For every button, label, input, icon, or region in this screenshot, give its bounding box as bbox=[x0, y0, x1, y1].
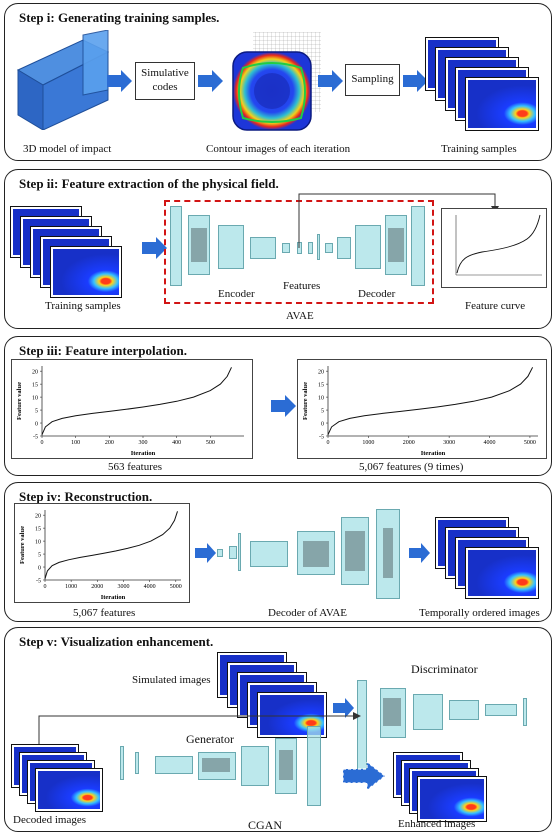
step3-title: Step iii: Feature interpolation. bbox=[19, 343, 188, 358]
step2-title: Step ii: Feature extraction of the physi… bbox=[19, 176, 279, 191]
chart-563-features: -5 0 5 10 15 20 0 100 200 300 400 500 Iteration Featu… bbox=[11, 359, 253, 459]
y-tick-label: 20 bbox=[318, 370, 324, 376]
step5-panel: Step v: Visualization enhancement. Simul… bbox=[4, 627, 552, 832]
avae-label: AVAE bbox=[286, 310, 314, 322]
step4-panel: Step iv: Reconstruction. -5 0 5 10 15 20 0 1000… bbox=[4, 482, 552, 622]
y-tick-label: -5 bbox=[33, 435, 38, 441]
step3-right-caption: 5,067 features (9 times) bbox=[359, 461, 464, 473]
step1-contour-caption: Contour images of each iteration bbox=[206, 143, 351, 155]
x-tick-label: 200 bbox=[105, 440, 114, 446]
arrow-icon bbox=[333, 698, 354, 718]
x-tick-label: 1000 bbox=[65, 584, 77, 590]
step2-panel: Step ii: Feature extraction of the physi… bbox=[4, 169, 552, 329]
chart-5067-features: -5 0 5 10 15 20 0 1000 2000 3000 4000 5000 Iteration… bbox=[297, 359, 547, 459]
x-tick-label: 2000 bbox=[91, 584, 103, 590]
y-tick-label: 10 bbox=[32, 396, 38, 402]
simulated-images-label: Simulated images bbox=[132, 674, 211, 686]
step2-training-caption: Training samples bbox=[45, 300, 121, 312]
step1-title: Step i: Generating training samples. bbox=[19, 10, 220, 25]
x-axis-label: Iteration bbox=[101, 594, 126, 601]
features-label: Features bbox=[283, 280, 321, 292]
y-tick-label: 0 bbox=[38, 566, 41, 572]
step5-title: Step v: Visualization enhancement. bbox=[19, 634, 214, 649]
simulative-codes-box: Simulative codes bbox=[135, 62, 195, 100]
chart-5067-features-small: -5 0 5 10 15 20 0 1000 2000 3000 4000 5000 Iteration… bbox=[14, 503, 190, 603]
x-axis-label: Iteration bbox=[421, 450, 446, 457]
y-axis-label: Feature value bbox=[19, 526, 26, 564]
x-tick-label: 0 bbox=[44, 584, 47, 590]
discriminator-label: Discriminator bbox=[411, 662, 478, 676]
step3-panel: Step iii: Feature interpolation. -5 0 5 10 1… bbox=[4, 336, 552, 476]
y-tick-label: 20 bbox=[35, 514, 41, 520]
x-tick-label: 1000 bbox=[362, 440, 374, 446]
feature-curve-thumbnail bbox=[441, 208, 547, 288]
arrow-icon bbox=[195, 543, 216, 563]
decoder-label: Decoder bbox=[358, 288, 396, 300]
x-axis-label: Iteration bbox=[131, 450, 156, 457]
x-tick-label: 300 bbox=[139, 440, 148, 446]
series-line bbox=[41, 367, 232, 435]
impact-model-image bbox=[16, 30, 110, 130]
arrow-icon bbox=[318, 70, 343, 92]
y-axis-label: Feature value bbox=[16, 382, 23, 420]
x-tick-label: 3000 bbox=[443, 440, 455, 446]
x-tick-label: 0 bbox=[327, 440, 330, 446]
x-tick-label: 0 bbox=[41, 440, 44, 446]
connector-line bbox=[38, 712, 361, 750]
arrow-icon bbox=[409, 543, 430, 563]
y-tick-label: 5 bbox=[321, 409, 324, 415]
y-tick-label: 10 bbox=[35, 540, 41, 546]
step4-mid-caption: Decoder of AVAE bbox=[268, 607, 348, 619]
y-tick-label: 0 bbox=[35, 422, 38, 428]
arrow-icon bbox=[142, 237, 167, 259]
x-tick-label: 5000 bbox=[524, 440, 536, 446]
step1-training-caption: Training samples bbox=[441, 143, 517, 155]
decoded-images-label: Decoded images bbox=[13, 814, 86, 826]
step1-panel: Step i: Generating training samples. 3D … bbox=[4, 3, 552, 161]
arrow-icon bbox=[107, 70, 132, 92]
contour-cube-image bbox=[232, 32, 321, 131]
x-tick-label: 5000 bbox=[170, 584, 182, 590]
encoder-label: Encoder bbox=[218, 288, 255, 300]
arrow-icon bbox=[198, 70, 223, 92]
generator-label: Generator bbox=[186, 732, 234, 746]
y-tick-label: 15 bbox=[32, 383, 38, 389]
y-tick-label: 0 bbox=[321, 422, 324, 428]
x-tick-label: 400 bbox=[172, 440, 181, 446]
y-tick-label: -5 bbox=[36, 579, 41, 585]
series-line bbox=[327, 367, 534, 435]
step3-left-caption: 563 features bbox=[108, 461, 163, 473]
x-tick-label: 2000 bbox=[403, 440, 415, 446]
arrow-icon bbox=[271, 395, 296, 417]
x-tick-label: 500 bbox=[206, 440, 215, 446]
step4-left-caption: 5,067 features bbox=[73, 607, 136, 619]
y-tick-label: 10 bbox=[318, 396, 324, 402]
cgan-label: CGAN bbox=[248, 818, 283, 832]
step4-right-caption: Temporally ordered images bbox=[419, 607, 540, 619]
y-axis-label: Feature value bbox=[302, 382, 309, 420]
x-tick-label: 100 bbox=[71, 440, 80, 446]
y-tick-label: -5 bbox=[319, 435, 324, 441]
step4-title: Step iv: Reconstruction. bbox=[19, 489, 153, 504]
y-tick-label: 5 bbox=[35, 409, 38, 415]
y-tick-label: 20 bbox=[32, 370, 38, 376]
feature-curve-caption: Feature curve bbox=[465, 300, 526, 312]
enhanced-images-label: Enhanced images bbox=[398, 818, 476, 830]
sampling-box: Sampling bbox=[345, 64, 400, 96]
x-tick-label: 4000 bbox=[484, 440, 496, 446]
step1-model-caption: 3D model of impact bbox=[23, 143, 112, 155]
y-tick-label: 15 bbox=[318, 383, 324, 389]
y-tick-label: 15 bbox=[35, 527, 41, 533]
arrow-icon bbox=[403, 70, 428, 92]
series-line bbox=[44, 511, 178, 579]
x-tick-label: 4000 bbox=[144, 584, 156, 590]
dashed-arrow-icon bbox=[343, 762, 386, 790]
x-tick-label: 3000 bbox=[117, 584, 129, 590]
y-tick-label: 5 bbox=[38, 553, 41, 559]
